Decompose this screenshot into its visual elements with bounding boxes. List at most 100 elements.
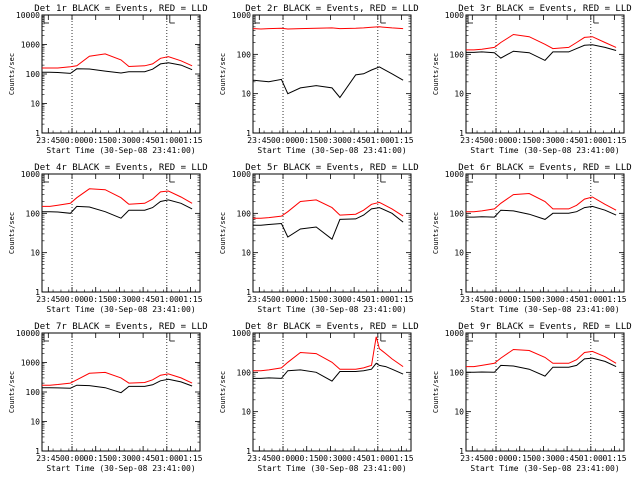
plot-frame bbox=[41, 173, 201, 293]
x-axis-label: Start Time (30-Sep-08 23:41:00) bbox=[257, 146, 406, 155]
y-tick-label: 100 bbox=[26, 209, 41, 218]
lld-series-line bbox=[42, 188, 193, 207]
panel-2: Det 2r BLACK = Events, RED = LLD 1 10 100 10… bbox=[219, 4, 419, 155]
lld-series-line bbox=[42, 53, 193, 69]
x-tick-label: 23:45 bbox=[247, 295, 271, 304]
x-tick-label: 01:00 bbox=[366, 454, 390, 463]
y-tick-label: 1 bbox=[246, 288, 251, 297]
x-tick-label: 00:15 bbox=[295, 295, 319, 304]
x-tick-label: 23:45 bbox=[247, 136, 271, 145]
y-tick-label: 1000 bbox=[232, 11, 251, 20]
x-tick-label: 00:00 bbox=[60, 136, 84, 145]
y-tick-label: 10 bbox=[30, 249, 40, 258]
x-tick-label: 01:15 bbox=[389, 295, 413, 304]
x-tick-label: 01:00 bbox=[155, 454, 179, 463]
y-tick-label: 10 bbox=[454, 249, 464, 258]
x-tick-label: 00:45 bbox=[131, 295, 155, 304]
x-tick-label: 23:45 bbox=[36, 454, 60, 463]
x-tick-label: 01:00 bbox=[579, 295, 603, 304]
y-axis-label: Counts/sec bbox=[8, 212, 16, 254]
x-tick-label: 00:30 bbox=[531, 295, 555, 304]
plot-frame bbox=[252, 14, 412, 134]
panel-title: Det 7r BLACK = Events, RED = LLD bbox=[34, 322, 207, 332]
y-axis-label: Counts/sec bbox=[432, 212, 440, 254]
panel-9: Det 9r BLACK = Events, RED = LLD 1 10 100 10… bbox=[432, 322, 632, 473]
x-tick-label: 00:45 bbox=[555, 136, 579, 145]
x-tick-label: 00:00 bbox=[271, 136, 295, 145]
x-tick-label: 01:00 bbox=[366, 295, 390, 304]
y-tick-label: 1000 bbox=[232, 170, 251, 179]
y-tick-label: 1000 bbox=[21, 359, 40, 368]
x-tick-label: 01:15 bbox=[389, 454, 413, 463]
x-tick-label: 23:45 bbox=[36, 295, 60, 304]
panel-title: Det 1r BLACK = Events, RED = LLD bbox=[34, 4, 207, 14]
x-tick-label: 01:00 bbox=[579, 136, 603, 145]
y-tick-label: 100 bbox=[237, 50, 252, 59]
x-axis-label: Start Time (30-Sep-08 23:41:00) bbox=[46, 464, 195, 473]
events-series-line bbox=[466, 44, 617, 62]
y-axis-label: Counts/sec bbox=[8, 371, 16, 413]
x-tick-label: 00:15 bbox=[508, 295, 532, 304]
events-series-line bbox=[466, 205, 617, 220]
y-tick-label: 1 bbox=[35, 288, 40, 297]
plot-frame bbox=[41, 332, 201, 452]
x-axis-label: Start Time (30-Sep-08 23:41:00) bbox=[46, 305, 195, 314]
x-tick-label: 00:15 bbox=[84, 295, 108, 304]
panel-4: Det 4r BLACK = Events, RED = LLD 1 10 100 10… bbox=[8, 163, 208, 314]
x-tick-label: 00:00 bbox=[484, 136, 508, 145]
panel-1: Det 1r BLACK = Events, RED = LLD 1 10 100 10… bbox=[8, 4, 208, 155]
x-tick-label: 23:45 bbox=[460, 295, 484, 304]
x-tick-label: 01:00 bbox=[155, 136, 179, 145]
x-tick-label: 00:00 bbox=[60, 454, 84, 463]
y-tick-label: 1 bbox=[459, 447, 464, 456]
y-tick-label: 1000 bbox=[21, 41, 40, 50]
x-tick-label: 00:45 bbox=[131, 136, 155, 145]
y-tick-label: 1 bbox=[35, 447, 40, 456]
panel-title: Det 3r BLACK = Events, RED = LLD bbox=[458, 4, 631, 14]
y-tick-label: 10000 bbox=[16, 11, 40, 20]
y-tick-label: 100 bbox=[26, 70, 41, 79]
y-axis-label: Counts/sec bbox=[432, 371, 440, 413]
x-axis-label: Start Time (30-Sep-08 23:41:00) bbox=[470, 146, 619, 155]
lld-series-line bbox=[466, 348, 617, 368]
y-tick-label: 100 bbox=[237, 368, 252, 377]
x-tick-label: 01:15 bbox=[602, 136, 626, 145]
y-tick-label: 10 bbox=[241, 90, 251, 99]
x-tick-label: 01:15 bbox=[178, 136, 202, 145]
y-tick-label: 10 bbox=[30, 100, 40, 109]
y-tick-label: 100 bbox=[450, 209, 465, 218]
lld-series-line bbox=[42, 371, 193, 386]
x-axis-label: Start Time (30-Sep-08 23:41:00) bbox=[257, 305, 406, 314]
y-tick-label: 10000 bbox=[16, 329, 40, 338]
panel-title: Det 6r BLACK = Events, RED = LLD bbox=[458, 163, 631, 173]
lld-series-line bbox=[253, 336, 404, 372]
y-tick-label: 1000 bbox=[445, 170, 464, 179]
x-tick-label: 00:15 bbox=[84, 136, 108, 145]
x-tick-label: 01:15 bbox=[389, 136, 413, 145]
x-tick-label: 01:00 bbox=[579, 454, 603, 463]
lld-series-line bbox=[466, 192, 617, 213]
x-tick-label: 00:30 bbox=[107, 295, 131, 304]
y-tick-label: 1000 bbox=[232, 329, 251, 338]
events-series-line bbox=[252, 66, 404, 99]
x-tick-label: 01:00 bbox=[155, 295, 179, 304]
panel-title: Det 4r BLACK = Events, RED = LLD bbox=[34, 163, 207, 173]
x-tick-label: 00:30 bbox=[318, 295, 342, 304]
y-tick-label: 10 bbox=[454, 90, 464, 99]
x-tick-label: 00:45 bbox=[555, 295, 579, 304]
x-axis-label: Start Time (30-Sep-08 23:41:00) bbox=[470, 305, 619, 314]
y-tick-label: 1 bbox=[246, 129, 251, 138]
x-tick-label: 00:30 bbox=[531, 136, 555, 145]
y-tick-label: 100 bbox=[237, 209, 252, 218]
x-tick-label: 00:15 bbox=[295, 454, 319, 463]
x-tick-label: 00:00 bbox=[484, 295, 508, 304]
x-tick-label: 00:45 bbox=[342, 454, 366, 463]
plot-frame bbox=[465, 173, 625, 293]
lld-series-line bbox=[253, 199, 404, 219]
y-tick-label: 1 bbox=[459, 129, 464, 138]
x-tick-label: 00:00 bbox=[484, 454, 508, 463]
x-tick-label: 23:45 bbox=[247, 454, 271, 463]
y-axis-label: Counts/sec bbox=[219, 371, 227, 413]
y-axis-label: Counts/sec bbox=[432, 53, 440, 95]
